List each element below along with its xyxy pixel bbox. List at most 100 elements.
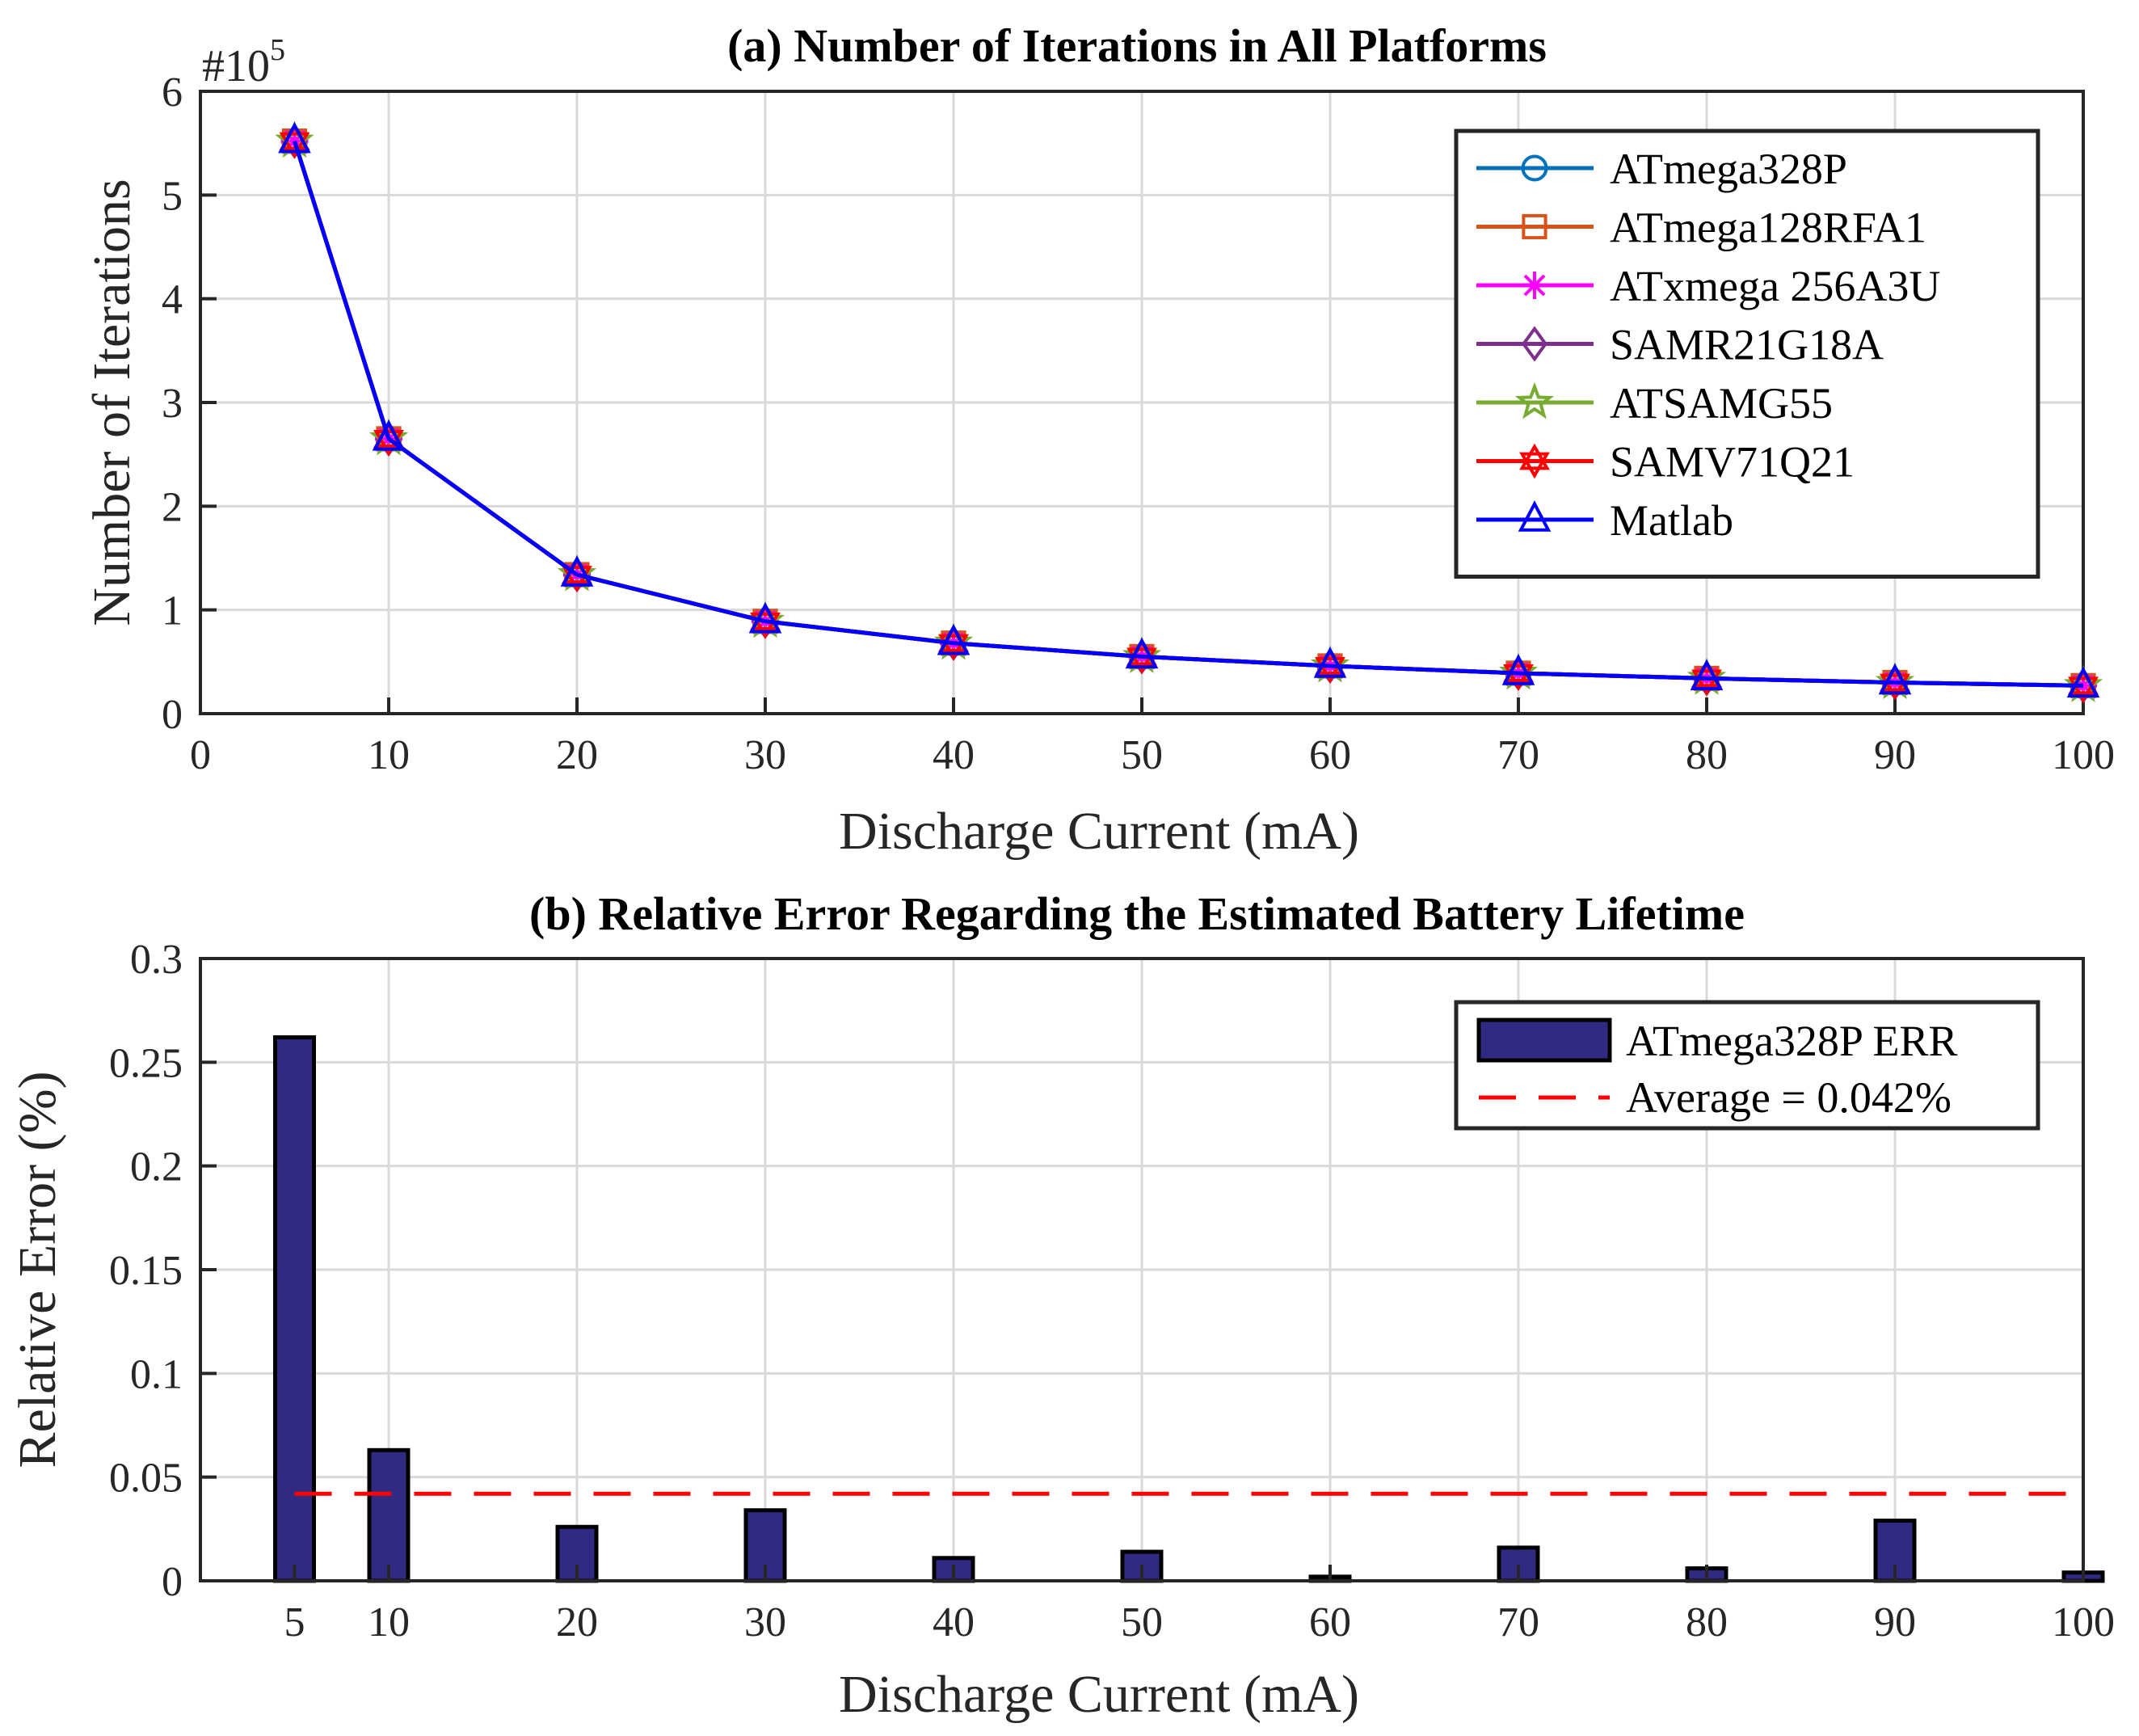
y-tick-label-a: 6 bbox=[162, 70, 183, 116]
x-tick-label-b: 90 bbox=[1874, 1599, 1916, 1645]
y-tick-label-a: 2 bbox=[162, 484, 183, 530]
y-tick-label-b: 0 bbox=[162, 1559, 183, 1605]
marker-diamond bbox=[1521, 326, 1548, 362]
y-tick-label-a: 1 bbox=[162, 588, 183, 634]
legend-entry-a: ATxmega 256A3U bbox=[1476, 262, 1940, 310]
marker-hexagram-down bbox=[1126, 647, 1157, 675]
x-tick-label-a: 80 bbox=[1686, 732, 1728, 778]
x-tick-label-b: 100 bbox=[2052, 1599, 2115, 1645]
marker-triangle bbox=[937, 623, 971, 655]
legend-label-a: SAMR21G18A bbox=[1610, 321, 1884, 369]
marker-hexagram-down bbox=[2068, 676, 2099, 704]
x-tick-label-b: 60 bbox=[1309, 1599, 1351, 1645]
legend-entry-bar: ATmega328P ERR bbox=[1476, 1017, 1957, 1065]
legend-b: ATmega328P ERR Average = 0.042% bbox=[1454, 1000, 2040, 1131]
y-tick-label-b: 0.15 bbox=[109, 1248, 183, 1294]
marker-triangle bbox=[372, 419, 406, 451]
x-tick-label-a: 0 bbox=[190, 732, 211, 778]
marker-triangle bbox=[1690, 659, 1724, 691]
marker-triangle bbox=[1878, 663, 1912, 695]
legend-entry-average: Average = 0.042% bbox=[1479, 1073, 1952, 1122]
y-exponent-label: #105 bbox=[202, 33, 285, 91]
legend-label-a: ATxmega 256A3U bbox=[1610, 262, 1940, 310]
x-tick-label-b: 10 bbox=[368, 1599, 410, 1645]
x-tick-label-b: 50 bbox=[1121, 1599, 1163, 1645]
series-matlab bbox=[278, 121, 2100, 698]
x-tick-label-a: 60 bbox=[1309, 732, 1351, 778]
y-tick-label-b: 0.3 bbox=[130, 937, 183, 983]
marker-triangle bbox=[2066, 666, 2100, 698]
marker-triangle bbox=[1313, 647, 1347, 678]
y-tick-label-b: 0.1 bbox=[130, 1351, 183, 1397]
marker-hexagram-down bbox=[1691, 669, 1722, 697]
legend-entry-a: Matlab bbox=[1476, 496, 1733, 545]
x-tick-label-a: 50 bbox=[1121, 732, 1163, 778]
y-tick-label-a: 5 bbox=[162, 173, 183, 219]
y-tick-label-b: 0.25 bbox=[109, 1040, 183, 1086]
x-axis-label-a: Discharge Current (mA) bbox=[839, 802, 1359, 861]
bar-chart-panel: (b) Relative Error Regarding the Estimat… bbox=[8, 887, 2115, 1724]
marker-hexagram-down bbox=[750, 612, 781, 639]
legend-box-a bbox=[1454, 129, 2040, 579]
x-axis-label-b: Discharge Current (mA) bbox=[839, 1665, 1359, 1724]
marker-asterisk-stroke bbox=[1523, 274, 1546, 297]
x-tick-label-a: 40 bbox=[933, 732, 975, 778]
x-tick-label-b: 30 bbox=[744, 1599, 786, 1645]
legend-entry-a: ATmega328P bbox=[1476, 145, 1847, 193]
legend-label-a: ATmega328P bbox=[1610, 145, 1847, 193]
marker-triangle bbox=[748, 601, 782, 634]
chart-title-b: (b) Relative Error Regarding the Estimat… bbox=[529, 887, 1745, 940]
x-tick-label-b: 40 bbox=[933, 1599, 975, 1645]
marker-hexagram-down bbox=[279, 132, 310, 159]
y-axis-label-b: Relative Error (%) bbox=[8, 1071, 67, 1468]
marker-square bbox=[1522, 213, 1547, 240]
x-tick-label-a: 30 bbox=[744, 732, 786, 778]
marker-triangle bbox=[1518, 500, 1552, 532]
y-tick-label-b: 0.05 bbox=[109, 1456, 183, 1502]
marker-triangle bbox=[278, 121, 311, 154]
legend-a: ATmega328P ATmega128RFA1 ATxmega 256A3U SAM… bbox=[1454, 129, 2040, 579]
x-tick-label-a: 100 bbox=[2052, 732, 2115, 778]
x-tick-label-b: 80 bbox=[1686, 1599, 1728, 1645]
x-tick-label-b: 20 bbox=[556, 1599, 598, 1645]
marker-star bbox=[1514, 381, 1555, 419]
marker-hexagram-down bbox=[938, 634, 969, 661]
bar bbox=[367, 1447, 411, 1583]
legend-entry-a: SAMR21G18A bbox=[1476, 321, 1884, 369]
y-tick-label-a: 3 bbox=[162, 381, 183, 427]
marker-triangle bbox=[1501, 654, 1535, 685]
marker-circle bbox=[1521, 154, 1548, 182]
grid-b bbox=[200, 959, 2083, 1581]
marker-hexagram-down bbox=[1315, 657, 1345, 684]
y-tick-label-a: 0 bbox=[162, 692, 183, 738]
legend-entry-a: SAMV71Q21 bbox=[1476, 438, 1855, 487]
tick-labels-a: 0 10 20 30 40 50 60 70 80 90 100 0 1 2 3 4 5 6 bbox=[162, 70, 2115, 778]
series-group-a bbox=[275, 120, 2103, 704]
legend-entry-a: ATSAMG55 bbox=[1476, 379, 1833, 428]
chart-title-a: (a) Number of Iterations in All Platform… bbox=[727, 19, 1547, 72]
legend-label-a: ATSAMG55 bbox=[1610, 379, 1833, 428]
y-tick-label-a: 4 bbox=[162, 277, 183, 323]
series-line bbox=[293, 140, 2084, 688]
x-tick-label-a: 70 bbox=[1497, 732, 1539, 778]
marker-hexagram-down bbox=[1880, 673, 1910, 701]
legend-label-a: SAMV71Q21 bbox=[1610, 438, 1855, 487]
line-chart-panel: (a) Number of Iterations in All Platform… bbox=[82, 19, 2115, 861]
marker-hexagram-up bbox=[1519, 443, 1550, 470]
tick-labels-b: 5 10 20 30 40 50 60 70 80 90 100 0 0.05 0.1 0.15 0.2 0.2… bbox=[109, 937, 2115, 1645]
bar bbox=[273, 1035, 316, 1583]
marker-hexagram-down bbox=[1519, 452, 1550, 479]
legend-entry-a: ATmega128RFA1 bbox=[1476, 204, 1926, 252]
marker-triangle bbox=[560, 555, 594, 587]
legend-label-average: Average = 0.042% bbox=[1626, 1073, 1952, 1122]
legend-label-bar: ATmega328P ERR bbox=[1626, 1017, 1957, 1065]
legend-label-a: ATmega128RFA1 bbox=[1610, 204, 1926, 252]
legend-bar-swatch bbox=[1476, 1018, 1612, 1063]
legend-label-a: Matlab bbox=[1610, 496, 1733, 545]
marker-triangle bbox=[1125, 637, 1159, 669]
y-tick-label-b: 0.2 bbox=[130, 1144, 183, 1190]
x-tick-label-a: 90 bbox=[1874, 732, 1916, 778]
x-tick-label-b: 5 bbox=[284, 1599, 305, 1645]
x-tick-label-b: 70 bbox=[1497, 1599, 1539, 1645]
